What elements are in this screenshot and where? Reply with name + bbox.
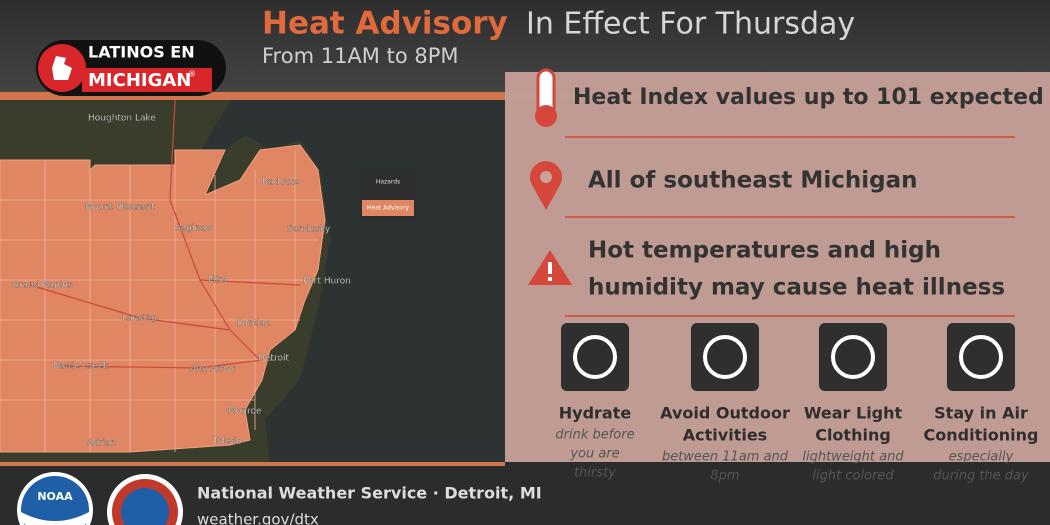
legend-swatch [362,200,414,216]
thermometer-icon [535,68,557,127]
tip-icon-box [947,323,1015,391]
map-label: Ann Arbor [190,365,236,375]
footer-office: National Weather Service · Detroit, MI [197,484,542,503]
map-label: Pontiac [237,319,270,329]
logo-line1: LATINOS EN [88,43,195,62]
tip-icon [703,335,747,379]
header-stripe [0,92,505,100]
tip-title: Clothing [815,426,891,445]
map-label: Sandusky [287,225,331,235]
tip-note: you are [569,447,619,462]
title-rest: In Effect For Thursday [526,7,855,42]
footer-stripe [0,462,505,466]
logo-line2: MICHIGAN [88,70,191,91]
info-panel [505,72,1050,502]
info-text: humidity may cause heat illness [588,275,1005,301]
tip-title: Wear Light [804,404,903,423]
tip-note: light colored [812,469,894,484]
lake [190,100,505,462]
tip-title: Avoid Outdoor [660,404,790,423]
subtitle: From 11AM to 8PM [262,44,459,68]
tip-icon [831,335,875,379]
separators [565,136,1015,317]
tip-title: Hydrate [559,404,632,423]
tip-icon [959,335,1003,379]
legend-title: Hazards [376,179,400,186]
map-label: Monroe [228,407,262,417]
map-label: Flint [208,276,228,286]
logo [36,40,226,96]
noaa-logo [17,472,93,525]
tip-title: Stay in Air [934,404,1028,423]
tip-note: lightweight and [802,450,904,465]
noaa-text: NOAA [37,490,73,503]
pin-icon [530,161,562,210]
tip-note: between 11am and [662,450,789,465]
info-text: Heat Index values up to 101 expected [573,85,1044,110]
map-label: Battle Creek [53,362,110,372]
map-label: Saginaw [175,224,213,234]
info-text: Hot temperatures and high [588,238,941,264]
tip-title: Conditioning [924,426,1039,445]
tip-icon-box [691,323,759,391]
tip-note: drink before [555,428,634,443]
legend-item: Heat Advisory [367,205,409,212]
tip-icon-box [819,323,887,391]
tip-note: thirsty [574,466,616,481]
map-label: Bad Axe [262,178,299,188]
map-label: Adrian [87,439,116,449]
nws-logo [107,474,183,525]
tip-note: especially [949,450,1014,465]
roads [29,99,301,369]
map: Hazards Heat Advisory [0,99,505,462]
tip-icon [573,335,617,379]
tip-icon-box [561,323,629,391]
title-bold: Heat Advisory [262,6,508,42]
logo-mark: ® [188,70,196,79]
map-label: Mount Pleasant [85,203,155,213]
tip-note: 8pm [710,469,739,484]
map-label: Toledo [212,437,242,447]
map-label: Houghton Lake [88,114,156,124]
footer-url: weather.gov/dtx [197,511,319,525]
map-label: Port Huron [303,277,351,287]
map-label: Lansing [122,314,157,324]
county-lines [0,150,320,452]
advisory-area [0,144,326,453]
tip-title: Activities [683,426,767,445]
info-text: All of southeast Michigan [588,168,917,194]
map-label: Grand Rapids [12,281,73,291]
map-label: Detroit [258,354,290,364]
tip-note: during the day [933,469,1029,484]
warning-icon [528,250,572,285]
